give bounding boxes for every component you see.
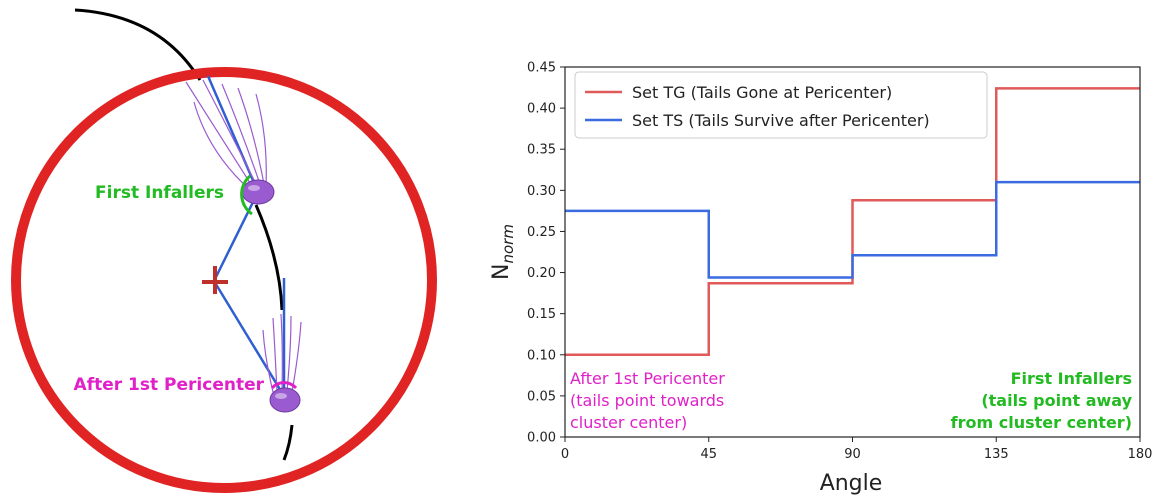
- x-tick-label: 0: [561, 447, 569, 462]
- first-infallers-label: First Infallers: [95, 183, 224, 203]
- plot-frame: [564, 66, 1141, 438]
- orbit-path-lower: [282, 424, 294, 461]
- first-infaller-tail-direction-line: [206, 75, 260, 193]
- jellyfish-galaxy-icon: [262, 313, 302, 413]
- legend: Set TG (Tails Gone at Pericenter) Set TS…: [574, 71, 988, 139]
- x-axis-ticks: 0 45 90 135 180: [561, 437, 1153, 462]
- step-histogram-chart: 0.00 0.05 0.10 0.15 0.20 0.25 0.30 0.35 0.40 0.45…: [489, 61, 1153, 495]
- annotation-right-line-2: (tails point away: [981, 391, 1132, 410]
- x-tick-label: 180: [1128, 447, 1153, 462]
- annotation-first-infallers: First Infallers (tails point away from c…: [951, 369, 1133, 432]
- y-tick-label: 0.20: [527, 266, 556, 281]
- y-tick-label: 0.15: [527, 307, 556, 322]
- annotation-right-line-3: from cluster center): [951, 413, 1132, 432]
- y-tick-label: 0.05: [527, 389, 556, 404]
- y-tick-label: 0.45: [527, 61, 556, 76]
- y-tick-label: 0.30: [527, 184, 556, 199]
- y-tick-label: 0.00: [527, 431, 556, 446]
- first-infaller-angle-arc: [240, 174, 253, 216]
- annotation-left-line-3: cluster center): [570, 413, 687, 432]
- y-axis-ticks: 0.00 0.05 0.10 0.15 0.20 0.25 0.30 0.35 0.40 0.45: [527, 61, 565, 446]
- after-pericenter-label: After 1st Pericenter: [74, 375, 265, 395]
- orbit-path-outer: [74, 8, 202, 81]
- orbit-path-inner: [254, 204, 284, 311]
- y-tick-label: 0.35: [527, 143, 556, 158]
- x-tick-label: 45: [700, 447, 717, 462]
- cluster-center-cross-icon: [202, 266, 228, 294]
- after-pericenter-radius-line: [212, 280, 286, 397]
- orbit-diagram: First Infallers After 1st Pericenter: [11, 8, 437, 493]
- y-tick-label: 0.25: [527, 225, 556, 240]
- after-pericenter-angle-arc: [270, 381, 298, 390]
- y-axis-title-sub: norm: [499, 224, 517, 263]
- x-axis-title: Angle: [820, 471, 883, 495]
- series-line-tg: [565, 87, 1140, 357]
- legend-box: [574, 71, 988, 139]
- annotation-left-line-1: After 1st Pericenter: [570, 369, 725, 388]
- y-tick-label: 0.40: [527, 102, 556, 117]
- x-tick-label: 90: [844, 447, 861, 462]
- y-axis-title: Nnorm: [489, 224, 517, 280]
- legend-label-ts: Set TS (Tails Survive after Pericenter): [632, 111, 930, 130]
- series-group: [565, 87, 1140, 357]
- annotation-left-line-2: (tails point towards: [570, 391, 724, 410]
- first-infaller-radius-line: [212, 191, 260, 282]
- series-line-ts: [565, 180, 1140, 279]
- annotation-after-pericenter: After 1st Pericenter (tails point toward…: [570, 369, 725, 432]
- legend-label-tg: Set TG (Tails Gone at Pericenter): [632, 83, 892, 102]
- y-axis-title-main: N: [489, 264, 514, 280]
- annotation-right-line-1: First Infallers: [1011, 369, 1132, 388]
- cluster-boundary-circle: [11, 67, 437, 493]
- y-tick-label: 0.10: [527, 348, 556, 363]
- x-tick-label: 135: [984, 447, 1009, 462]
